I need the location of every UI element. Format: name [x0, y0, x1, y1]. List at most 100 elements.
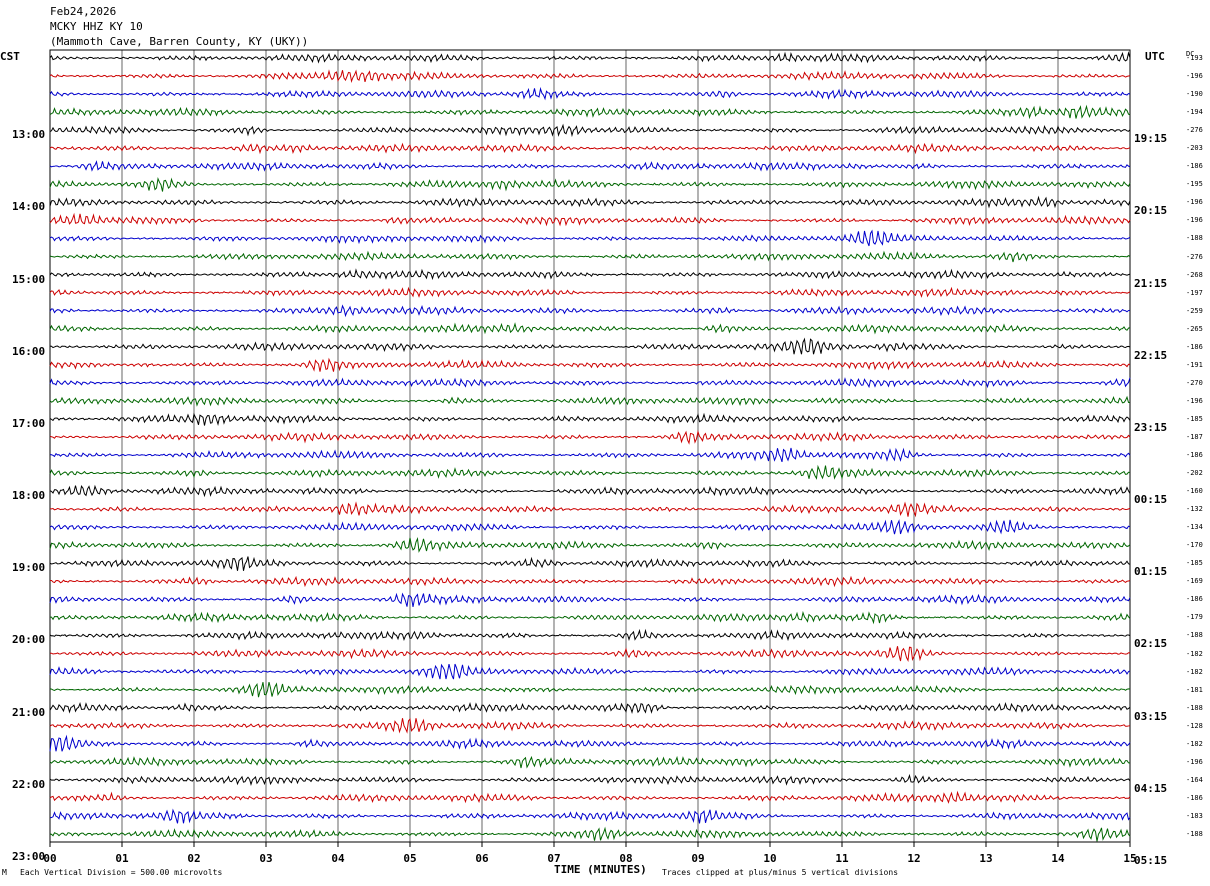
seismic-trace: [49, 628, 1131, 642]
seismic-trace: [49, 536, 1131, 553]
right-hour-label: 21:15: [1134, 276, 1168, 290]
x-tick-label: 15: [1123, 852, 1137, 865]
x-tick-label: 12: [907, 852, 921, 865]
dc-offset-label: -194: [1186, 108, 1203, 117]
seismic-trace: [49, 826, 1131, 842]
dc-offset-label: -265: [1186, 324, 1203, 333]
station-code: MCKY HHZ KY 10: [50, 20, 143, 33]
dc-offset-label: -182: [1186, 649, 1203, 658]
station-location: (Mammoth Cave, Barren County, KY (UKY)): [50, 35, 309, 48]
scale-note: Each Vertical Division = 500.00 microvol…: [20, 868, 223, 877]
dc-offset-label: -196: [1186, 216, 1203, 225]
corner-mark: M: [2, 868, 7, 877]
x-tick-label: 13: [979, 852, 993, 865]
seismic-trace: [49, 429, 1131, 445]
x-tick-label: 11: [835, 852, 849, 865]
seismic-trace: [49, 592, 1131, 607]
seismic-trace: [49, 773, 1131, 786]
seismic-trace: [49, 304, 1131, 318]
dc-offset-label: -182: [1186, 667, 1203, 676]
x-tick-label: 06: [475, 852, 489, 865]
dc-offset-label: -169: [1186, 577, 1203, 586]
dc-offset-label: -185: [1186, 559, 1203, 568]
dc-offset-label: -191: [1186, 360, 1203, 369]
dc-offset-label: -182: [1186, 739, 1203, 748]
seismic-trace: [49, 556, 1131, 571]
x-tick-label: 01: [115, 852, 129, 865]
seismic-trace: [49, 86, 1131, 101]
dc-offset-label: -196: [1186, 198, 1203, 207]
seismic-trace: [49, 755, 1131, 769]
seismic-trace: [49, 808, 1131, 824]
left-hour-label: 19:00: [12, 561, 46, 575]
x-tick-label: 14: [1051, 852, 1065, 865]
dc-offset-label: -185: [1186, 414, 1203, 423]
dc-offset-label: -276: [1186, 126, 1203, 135]
plot-date: Feb24,2026: [50, 5, 117, 18]
left-timezone-label: CST: [0, 50, 20, 63]
seismic-trace: [49, 575, 1131, 588]
right-timezone-label: UTC: [1145, 50, 1165, 63]
dc-offset-label: -193: [1186, 54, 1203, 62]
right-hour-label: 19:15: [1134, 132, 1168, 146]
dc-offset-label: -202: [1186, 469, 1203, 478]
seismic-trace: [49, 104, 1131, 120]
right-hour-label: 03:15: [1134, 709, 1168, 723]
dc-offset-label: -164: [1186, 775, 1203, 784]
dc-offset-label: -186: [1186, 793, 1203, 802]
dc-offset-label: -132: [1186, 505, 1203, 514]
dc-offset-label: -128: [1186, 721, 1203, 730]
seismic-trace: [49, 484, 1131, 498]
x-tick-label: 03: [259, 852, 273, 865]
clip-note: Traces clipped at plus/minus 5 vertical …: [662, 868, 899, 877]
left-hour-label: 15:00: [12, 272, 46, 286]
right-hour-label: 00:15: [1134, 493, 1168, 507]
dc-offset-label: -196: [1186, 396, 1203, 405]
seismic-trace: [49, 51, 1131, 64]
seismic-trace: [49, 701, 1131, 715]
seismic-trace: [49, 501, 1131, 518]
dc-offset-label: -197: [1186, 288, 1203, 297]
seismic-trace: [49, 464, 1131, 480]
seismic-trace: [49, 337, 1131, 355]
left-hour-label: 21:00: [12, 705, 46, 719]
dc-offset-label: -181: [1186, 685, 1203, 694]
dc-offset-label: -195: [1186, 180, 1203, 189]
right-hour-label: 01:15: [1134, 565, 1168, 579]
dc-offset-label: -186: [1186, 342, 1203, 351]
x-tick-label: 04: [331, 852, 345, 865]
dc-offset-label: -160: [1186, 487, 1203, 496]
seismic-trace: [49, 250, 1131, 263]
seismic-trace: [49, 663, 1131, 680]
left-hour-label: 16:00: [12, 344, 46, 358]
dc-offset-label: -183: [1186, 811, 1203, 820]
dc-offset-label: -179: [1186, 613, 1203, 622]
seismic-trace: [49, 268, 1131, 281]
dc-offset-label: -186: [1186, 451, 1203, 460]
left-hour-label: 23:00: [12, 850, 46, 864]
seismic-trace: [49, 610, 1131, 625]
dc-offset-label: -270: [1186, 378, 1203, 387]
right-hour-label: 02:15: [1134, 637, 1168, 651]
right-hour-label: 23:15: [1134, 420, 1168, 434]
dc-offset-label: -134: [1186, 523, 1203, 532]
seismic-trace: [49, 395, 1131, 407]
dc-offset-label: -276: [1186, 252, 1203, 261]
seismic-trace: [49, 412, 1131, 426]
dc-column-header: DC: [1186, 50, 1195, 58]
seismic-trace: [49, 195, 1131, 209]
dc-offset-label: -187: [1186, 432, 1203, 441]
x-tick-label: 05: [403, 852, 417, 865]
dc-offset-label: -196: [1186, 72, 1203, 81]
dc-offset-label: -196: [1186, 757, 1203, 766]
x-tick-label: 10: [763, 852, 777, 865]
seismic-trace: [49, 447, 1131, 463]
seismic-trace: [49, 160, 1131, 172]
seismic-trace: [49, 322, 1131, 335]
seismic-trace: [49, 790, 1131, 804]
seismic-trace: [49, 717, 1131, 734]
seismic-trace: [49, 646, 1131, 662]
seismic-trace: [49, 286, 1131, 298]
x-axis-title: TIME (MINUTES): [554, 863, 647, 876]
seismic-trace: [49, 377, 1131, 389]
